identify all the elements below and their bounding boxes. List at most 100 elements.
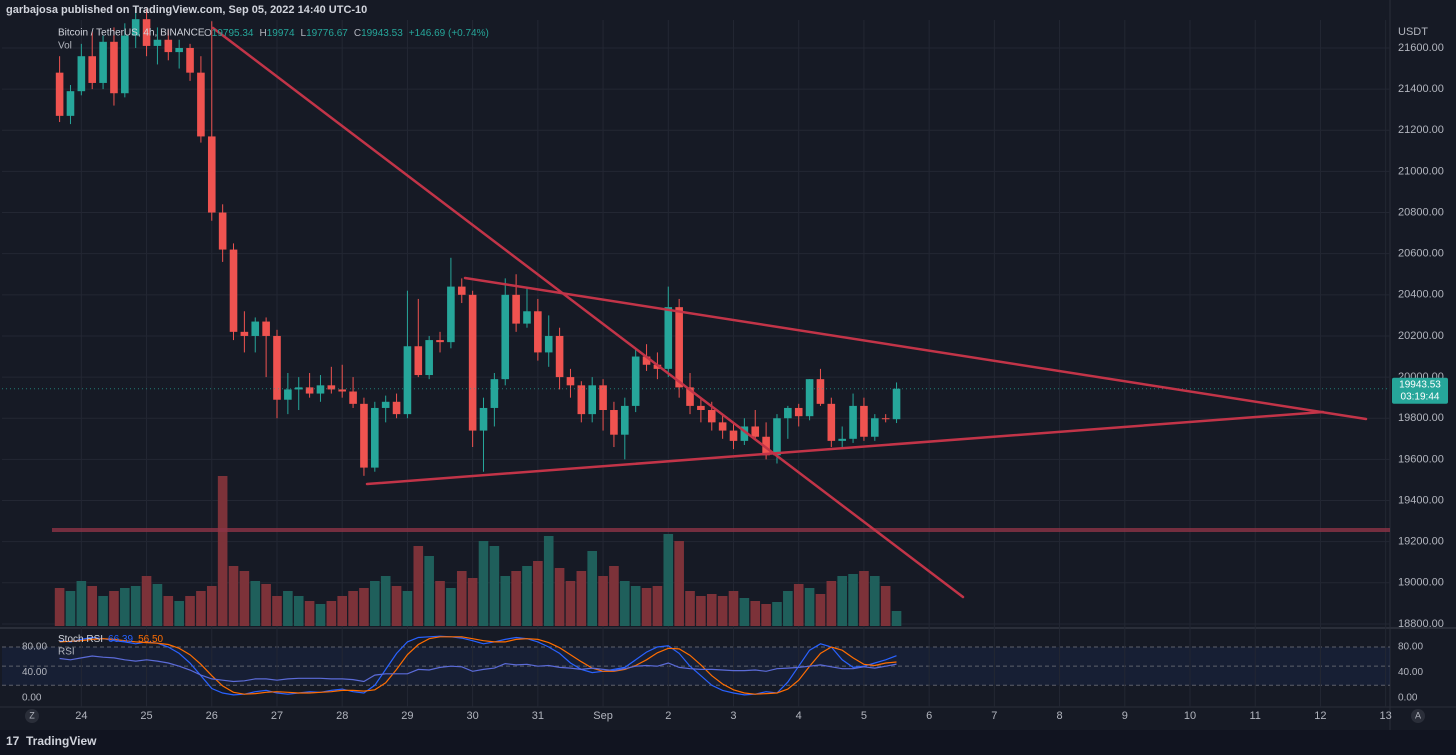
candle-body — [740, 426, 749, 441]
candle-body — [512, 294, 520, 324]
volume-bar — [163, 596, 174, 626]
candle-body — [164, 39, 173, 53]
volume-bar — [522, 566, 532, 626]
volume-bar — [804, 588, 815, 626]
x-tick-label: 28 — [336, 710, 348, 722]
volume-bar — [598, 576, 608, 626]
y-tick-label-right: 0.00 — [1398, 693, 1418, 704]
volume-bar — [554, 568, 565, 626]
volume-bar — [869, 576, 880, 626]
candle-body — [186, 47, 194, 73]
stoch-legend: Stoch RSI 66.39 56.50 — [58, 634, 164, 645]
volume-bar — [565, 581, 576, 626]
brand-logo: 17 — [6, 734, 20, 748]
y-tick-label: 21000.00 — [1398, 165, 1444, 177]
candle-body — [653, 364, 662, 369]
candle-body — [621, 405, 629, 435]
candle-body — [870, 418, 879, 437]
candle-body — [66, 91, 75, 116]
candle-body — [544, 335, 553, 353]
auto-button-label[interactable]: A — [1415, 710, 1421, 720]
legend-value: 56.50 — [138, 634, 163, 645]
auto-button[interactable] — [1411, 709, 1425, 723]
candle-body — [892, 388, 901, 420]
candle-body — [675, 307, 683, 388]
candle-body — [425, 340, 433, 376]
candle-body — [305, 387, 314, 394]
candle-body — [686, 387, 694, 406]
candle-body — [403, 346, 412, 415]
scale-button[interactable] — [25, 709, 39, 723]
candle-body — [414, 346, 423, 376]
volume-bar — [250, 581, 261, 626]
volume-bar — [326, 601, 337, 626]
legend-value: 66.39 — [108, 634, 133, 645]
volume-bar — [685, 591, 695, 626]
volume-bar — [533, 561, 543, 626]
volume-bar — [217, 476, 228, 626]
candle-body — [338, 389, 347, 392]
candle-body — [697, 405, 705, 411]
candle-body — [555, 335, 564, 378]
x-tick-label: 2 — [665, 710, 671, 722]
candle-body — [121, 35, 129, 94]
candle-body — [88, 56, 97, 83]
volume-bar — [130, 586, 141, 626]
volume-bar — [413, 546, 424, 626]
candle-body — [664, 307, 673, 369]
volume-bar — [728, 591, 739, 626]
volume-bar — [174, 601, 184, 626]
candle-body — [881, 418, 890, 420]
y-tick-label: 21200.00 — [1398, 124, 1444, 136]
candle-body — [371, 407, 379, 468]
volume-bar — [293, 596, 304, 626]
x-tick-label: 12 — [1314, 710, 1326, 722]
candle-body — [468, 294, 477, 431]
volume-bar — [98, 596, 108, 626]
candle-body — [153, 39, 162, 46]
scale-button-label[interactable]: Z — [29, 710, 35, 720]
candle-body — [349, 391, 357, 404]
volume-bar — [65, 591, 76, 626]
legend-name: Stoch RSI — [58, 634, 103, 645]
price-tag-value: 19943.53 — [1399, 379, 1441, 390]
footer-bar — [0, 730, 1456, 755]
ohlc-value: 19776.67 — [306, 28, 348, 39]
candle-body — [197, 72, 205, 137]
candle-body — [827, 403, 836, 441]
candle-body — [262, 321, 270, 336]
x-tick-label: 26 — [206, 710, 218, 722]
volume-bar — [478, 541, 489, 626]
candle-body — [707, 410, 716, 423]
candle-body — [77, 56, 86, 92]
ohlc-value: 19943.53 — [361, 28, 403, 39]
volume-bar — [228, 566, 239, 626]
x-tick-label: 6 — [926, 710, 932, 722]
candle-body — [577, 385, 586, 415]
candle-body — [762, 436, 770, 456]
volume-bar — [380, 576, 391, 626]
volume-bar — [54, 588, 65, 626]
volume-bar — [739, 598, 750, 626]
candle-body — [316, 385, 325, 394]
volume-bar — [152, 584, 163, 626]
y-tick-label: 40.00 — [22, 667, 47, 678]
drawings — [52, 26, 1390, 599]
candle-body — [436, 340, 444, 343]
volume-bar — [456, 571, 467, 626]
volume-bar — [304, 601, 315, 626]
volume-bar — [196, 591, 206, 626]
ohlc-letter: H — [260, 28, 267, 39]
candle-body — [566, 377, 575, 386]
candle-body — [631, 356, 640, 406]
volume-bar — [206, 586, 217, 626]
candle-body — [784, 407, 792, 419]
volume-bar — [826, 581, 837, 626]
volume-bar — [837, 576, 847, 626]
x-tick-label: 27 — [271, 710, 283, 722]
volume-bar — [511, 571, 521, 626]
volume-bar — [239, 571, 250, 626]
candle-body — [479, 407, 488, 431]
volume-bar — [315, 604, 326, 626]
